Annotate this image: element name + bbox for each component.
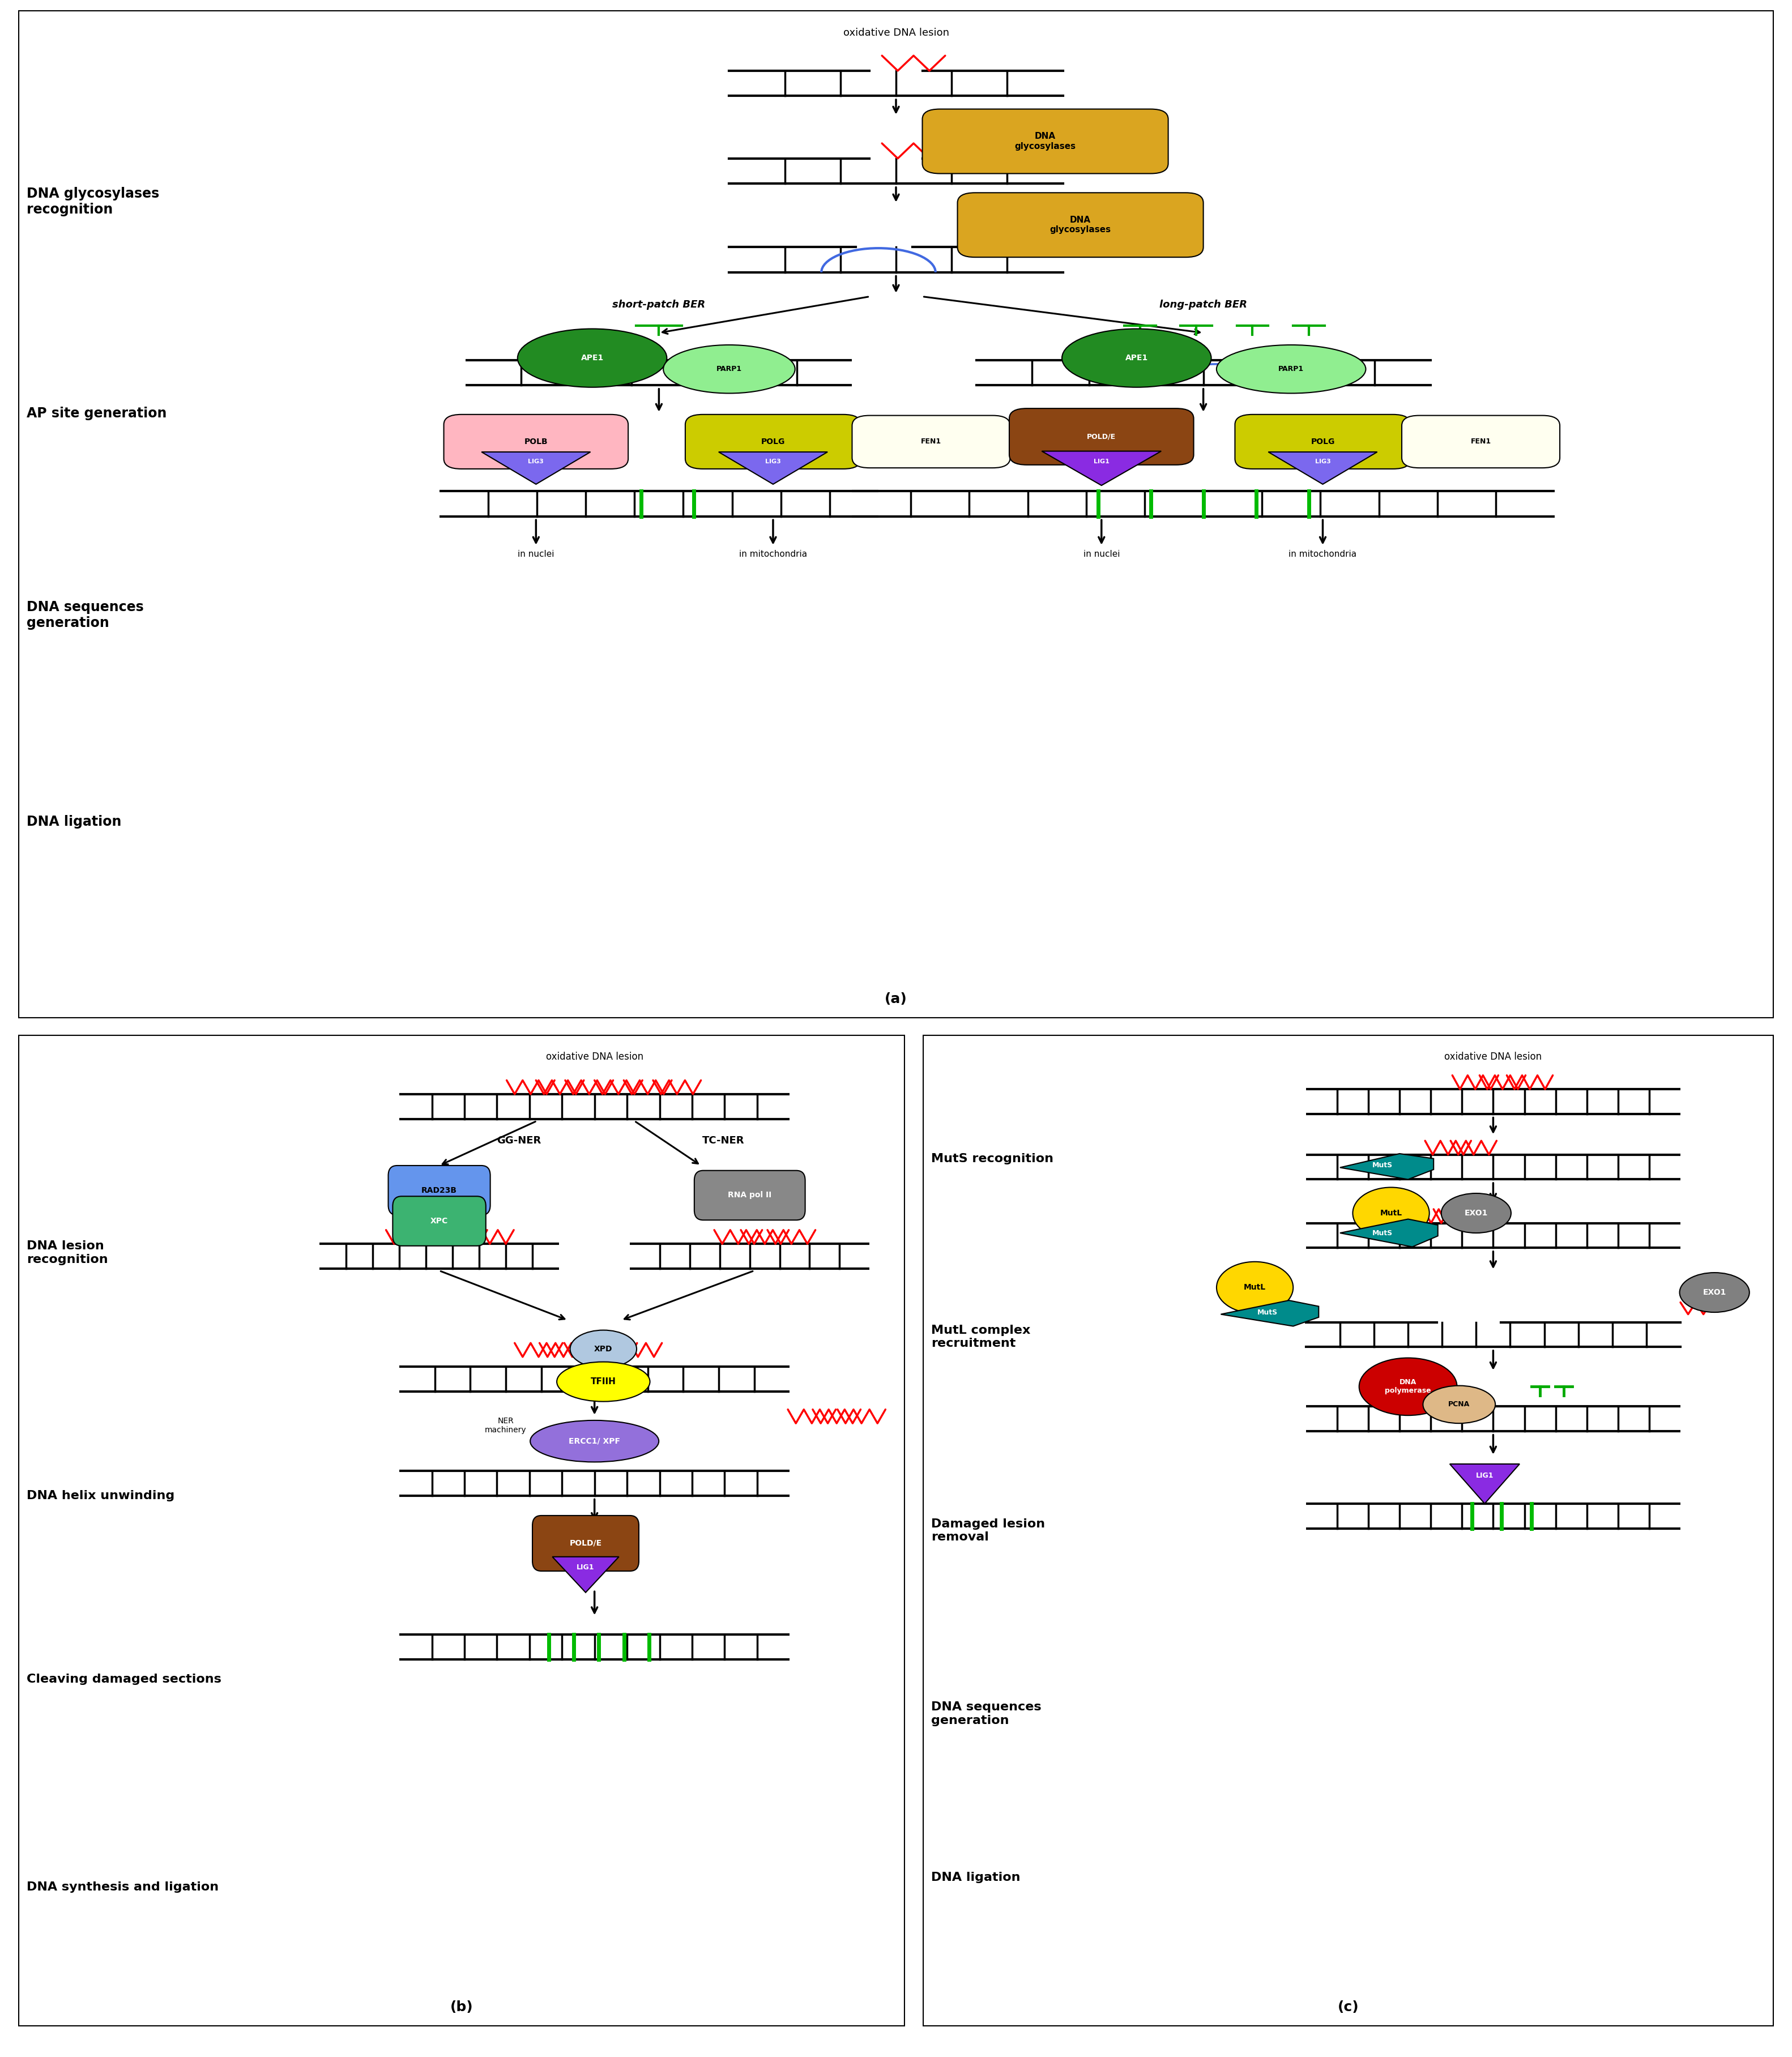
Text: PARP1: PARP1: [717, 366, 742, 372]
Text: XPD: XPD: [595, 1345, 613, 1354]
FancyBboxPatch shape: [532, 1516, 638, 1572]
Text: DNA glycosylases
recognition: DNA glycosylases recognition: [27, 187, 159, 216]
Text: PARP1: PARP1: [1278, 366, 1305, 372]
Text: (a): (a): [885, 991, 907, 1006]
Text: POLD/E: POLD/E: [570, 1539, 602, 1547]
Polygon shape: [1340, 1154, 1434, 1179]
Text: LIG1: LIG1: [577, 1563, 595, 1572]
Text: DNA
polymerase: DNA polymerase: [1385, 1378, 1432, 1395]
Text: MutS: MutS: [1373, 1230, 1392, 1236]
Text: AP site generation: AP site generation: [27, 407, 167, 420]
Text: LIG3: LIG3: [765, 459, 781, 465]
FancyBboxPatch shape: [389, 1166, 491, 1216]
Text: oxidative DNA lesion: oxidative DNA lesion: [842, 27, 950, 37]
Text: (c): (c): [1339, 2001, 1358, 2014]
Ellipse shape: [1217, 346, 1366, 393]
Ellipse shape: [518, 329, 667, 387]
Text: DNA synthesis and ligation: DNA synthesis and ligation: [27, 1882, 219, 1892]
FancyBboxPatch shape: [1009, 409, 1193, 465]
Text: APE1: APE1: [1125, 354, 1149, 362]
Text: MutS: MutS: [1373, 1162, 1392, 1168]
Text: (b): (b): [450, 2001, 473, 2014]
Ellipse shape: [530, 1419, 659, 1463]
Text: FEN1: FEN1: [1471, 438, 1491, 446]
FancyBboxPatch shape: [853, 416, 1011, 467]
Text: POLD/E: POLD/E: [1088, 432, 1116, 440]
Text: MutL complex
recruitment: MutL complex recruitment: [932, 1325, 1030, 1349]
Text: POLG: POLG: [1310, 438, 1335, 446]
Text: MutS: MutS: [1258, 1308, 1278, 1316]
Ellipse shape: [1358, 1358, 1457, 1415]
Ellipse shape: [1679, 1273, 1749, 1312]
Ellipse shape: [1423, 1386, 1495, 1423]
Text: XPC: XPC: [430, 1218, 448, 1226]
Text: EXO1: EXO1: [1464, 1210, 1487, 1218]
Text: LIG1: LIG1: [1093, 459, 1109, 465]
Text: TC-NER: TC-NER: [702, 1135, 744, 1146]
Text: short-patch BER: short-patch BER: [613, 300, 706, 311]
Text: DNA lesion
recognition: DNA lesion recognition: [27, 1240, 108, 1265]
Ellipse shape: [1441, 1193, 1511, 1232]
Text: in nuclei: in nuclei: [518, 549, 554, 557]
Polygon shape: [1269, 453, 1378, 483]
Text: EXO1: EXO1: [1702, 1288, 1726, 1296]
Text: ERCC1/ XPF: ERCC1/ XPF: [568, 1438, 620, 1446]
Ellipse shape: [1063, 329, 1211, 387]
FancyBboxPatch shape: [1401, 416, 1559, 467]
Text: MutS recognition: MutS recognition: [932, 1152, 1054, 1164]
FancyBboxPatch shape: [1235, 413, 1410, 469]
Text: DNA sequences
generation: DNA sequences generation: [27, 601, 143, 629]
Text: MutL: MutL: [1380, 1210, 1401, 1218]
Text: MutL: MutL: [1244, 1284, 1265, 1292]
Text: DNA helix unwinding: DNA helix unwinding: [27, 1489, 176, 1502]
Polygon shape: [1340, 1220, 1437, 1247]
Ellipse shape: [557, 1362, 650, 1401]
FancyBboxPatch shape: [392, 1197, 486, 1247]
FancyBboxPatch shape: [444, 413, 629, 469]
Text: RAD23B: RAD23B: [421, 1187, 457, 1195]
Polygon shape: [1450, 1465, 1520, 1504]
FancyBboxPatch shape: [694, 1170, 805, 1220]
Text: LIG1: LIG1: [1477, 1473, 1493, 1479]
Text: in mitochondria: in mitochondria: [738, 549, 806, 557]
Ellipse shape: [570, 1331, 636, 1368]
Polygon shape: [1041, 450, 1161, 485]
Text: DNA sequences
generation: DNA sequences generation: [932, 1701, 1041, 1726]
Text: TFIIH: TFIIH: [591, 1378, 616, 1386]
Polygon shape: [719, 453, 828, 483]
Polygon shape: [482, 453, 590, 483]
Text: Damaged lesion
removal: Damaged lesion removal: [932, 1518, 1045, 1543]
Text: DNA
glycosylases: DNA glycosylases: [1050, 216, 1111, 234]
Text: PCNA: PCNA: [1448, 1401, 1469, 1409]
Polygon shape: [552, 1557, 618, 1592]
Polygon shape: [1220, 1300, 1319, 1327]
Text: DNA
glycosylases: DNA glycosylases: [1014, 132, 1075, 150]
Text: long-patch BER: long-patch BER: [1159, 300, 1247, 311]
Text: GG-NER: GG-NER: [496, 1135, 541, 1146]
Ellipse shape: [1217, 1261, 1294, 1312]
Text: DNA ligation: DNA ligation: [27, 815, 122, 829]
Text: POLB: POLB: [525, 438, 548, 446]
FancyBboxPatch shape: [957, 193, 1204, 257]
Text: NER
machinery: NER machinery: [486, 1417, 527, 1434]
Text: LIG3: LIG3: [529, 459, 543, 465]
Text: FEN1: FEN1: [921, 438, 941, 446]
Text: RNA pol II: RNA pol II: [728, 1191, 772, 1199]
Ellipse shape: [1353, 1187, 1430, 1238]
Text: LIG3: LIG3: [1315, 459, 1331, 465]
Text: in mitochondria: in mitochondria: [1288, 549, 1357, 557]
FancyBboxPatch shape: [685, 413, 860, 469]
Text: Cleaving damaged sections: Cleaving damaged sections: [27, 1674, 222, 1685]
Text: DNA ligation: DNA ligation: [932, 1872, 1021, 1882]
Text: in nuclei: in nuclei: [1082, 549, 1120, 557]
FancyBboxPatch shape: [923, 109, 1168, 173]
Text: oxidative DNA lesion: oxidative DNA lesion: [1444, 1051, 1541, 1061]
Ellipse shape: [663, 346, 796, 393]
Text: oxidative DNA lesion: oxidative DNA lesion: [547, 1051, 643, 1061]
Text: APE1: APE1: [581, 354, 604, 362]
Text: POLG: POLG: [762, 438, 785, 446]
